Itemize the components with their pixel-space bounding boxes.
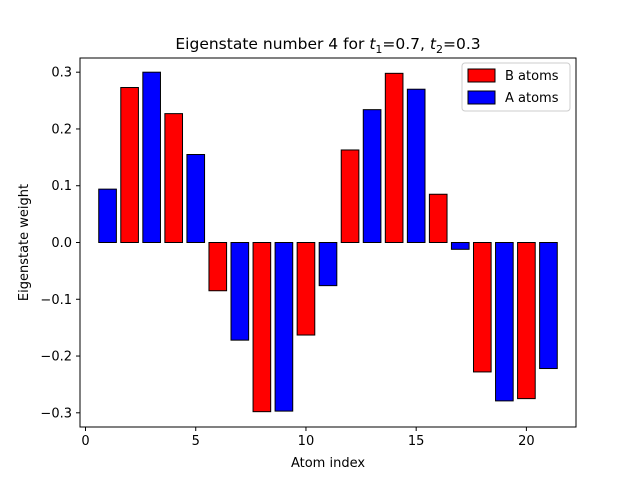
x-axis-label: Atom index: [291, 456, 365, 471]
title-t1-symbol: t: [369, 35, 376, 53]
bar-a-atoms-1: [98, 188, 117, 243]
bar-a-atoms-7: [230, 242, 250, 341]
title-t1-value: =0.7,: [382, 35, 430, 53]
y-tick-label: −0.1: [40, 293, 72, 308]
y-tick-label: −0.3: [40, 406, 72, 421]
x-tick-label: 0: [81, 434, 89, 449]
legend: B atoms A atoms: [461, 62, 571, 112]
y-axis-label: Eigenstate weight: [17, 184, 32, 301]
y-tick-label: 0.3: [51, 66, 72, 81]
bar-a-atoms-21: [539, 242, 558, 370]
bar-a-atoms-15: [406, 88, 426, 243]
bar-b-atoms-20: [517, 242, 536, 400]
title-t2-sub: 2: [436, 43, 443, 56]
bar-b-atoms-2: [120, 87, 139, 243]
bar-b-atoms-8: [252, 242, 272, 413]
bar-b-atoms-18: [472, 242, 492, 373]
bar-b-atoms-14: [384, 72, 404, 243]
bar-b-atoms-6: [208, 242, 228, 292]
bar-a-atoms-5: [186, 154, 206, 243]
x-tick-label: 10: [298, 434, 315, 449]
bar-b-atoms-10: [296, 242, 316, 336]
legend-swatch-b-atoms: [467, 68, 496, 83]
title-prefix: Eigenstate number 4 for: [175, 35, 369, 53]
bar-a-atoms-11: [318, 242, 338, 287]
legend-swatch-a-atoms: [467, 90, 496, 105]
bars-layer: [98, 71, 558, 413]
bar-b-atoms-16: [428, 193, 448, 243]
title-t1-sub: 1: [375, 43, 382, 56]
plot-frame: [79, 57, 577, 428]
title-t2-symbol: t: [430, 35, 437, 53]
bar-a-atoms-19: [495, 242, 514, 402]
bar-a-atoms-9: [274, 242, 294, 412]
x-tick-label: 15: [408, 434, 425, 449]
y-tick-label: 0.1: [51, 179, 72, 194]
bar-a-atoms-3: [142, 71, 161, 243]
bar-a-atoms-13: [362, 109, 382, 243]
bar-b-atoms-4: [164, 113, 184, 243]
legend-label-a-atoms: A atoms: [505, 91, 559, 106]
legend-label-b-atoms: B atoms: [505, 69, 559, 84]
y-tick-label: 0.0: [51, 236, 72, 251]
y-tick-label: −0.2: [40, 350, 72, 365]
y-tick-label: 0.2: [51, 122, 72, 137]
ticks-layer: 0 5 10 15 20 −0.3 −0.2 −0.1 0.0 0.1 0.2 0.3: [40, 66, 534, 449]
title-t2-value: =0.3: [443, 35, 481, 53]
chart-title: Eigenstate number 4 for t1=0.7, t2=0.3: [175, 35, 480, 56]
x-tick-label: 5: [192, 434, 200, 449]
bar-b-atoms-12: [340, 149, 360, 243]
x-tick-label: 20: [518, 434, 535, 449]
bar-a-atoms-17: [450, 242, 470, 250]
